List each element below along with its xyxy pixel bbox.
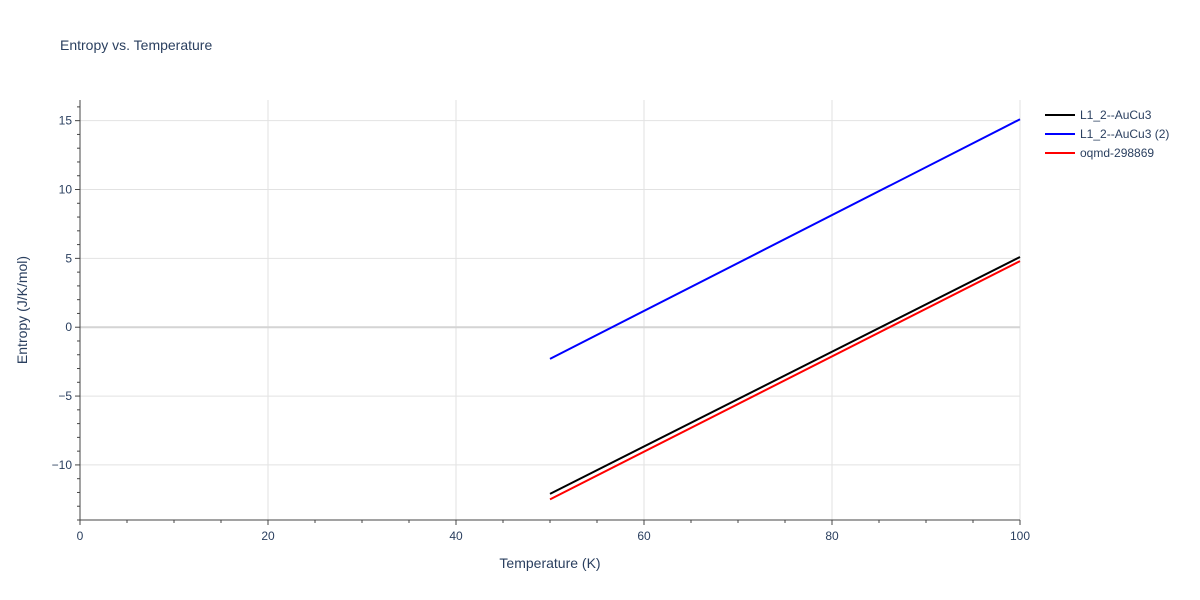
x-tick-label: 100 xyxy=(1010,529,1030,543)
series-layer xyxy=(549,118,1021,501)
x-tick-label: 0 xyxy=(77,529,84,543)
grid-lines xyxy=(80,100,1021,520)
legend-label: oqmd-298869 xyxy=(1080,146,1154,160)
series-line-2 xyxy=(549,118,1021,360)
y-tick-label: 5 xyxy=(65,251,72,265)
y-tick-label: 10 xyxy=(59,183,73,197)
legend[interactable]: L1_2--AuCu3 L1_2--AuCu3 (2) oqmd-298869 xyxy=(1045,108,1169,160)
series-line-1 xyxy=(549,256,1021,495)
y-tick-label: −5 xyxy=(58,389,72,403)
x-axis-ticks: 0 20 40 60 80 100 xyxy=(77,520,1030,543)
y-tick-label: −10 xyxy=(52,458,73,472)
y-axis-title: Entropy (J/K/mol) xyxy=(14,256,30,364)
legend-label: L1_2--AuCu3 (2) xyxy=(1080,127,1169,141)
x-tick-label: 20 xyxy=(261,529,275,543)
x-tick-label: 60 xyxy=(637,529,651,543)
y-tick-label: 0 xyxy=(65,320,72,334)
y-tick-label: 15 xyxy=(59,114,73,128)
x-axis-title: Temperature (K) xyxy=(499,555,600,571)
y-axis-ticks: −10 −5 0 5 10 15 xyxy=(52,106,80,521)
x-tick-label: 40 xyxy=(449,529,463,543)
chart-title: Entropy vs. Temperature xyxy=(60,37,212,53)
x-tick-label: 80 xyxy=(825,529,839,543)
series-line-3 xyxy=(549,260,1021,501)
legend-label: L1_2--AuCu3 xyxy=(1080,108,1152,122)
axes xyxy=(79,100,1020,521)
